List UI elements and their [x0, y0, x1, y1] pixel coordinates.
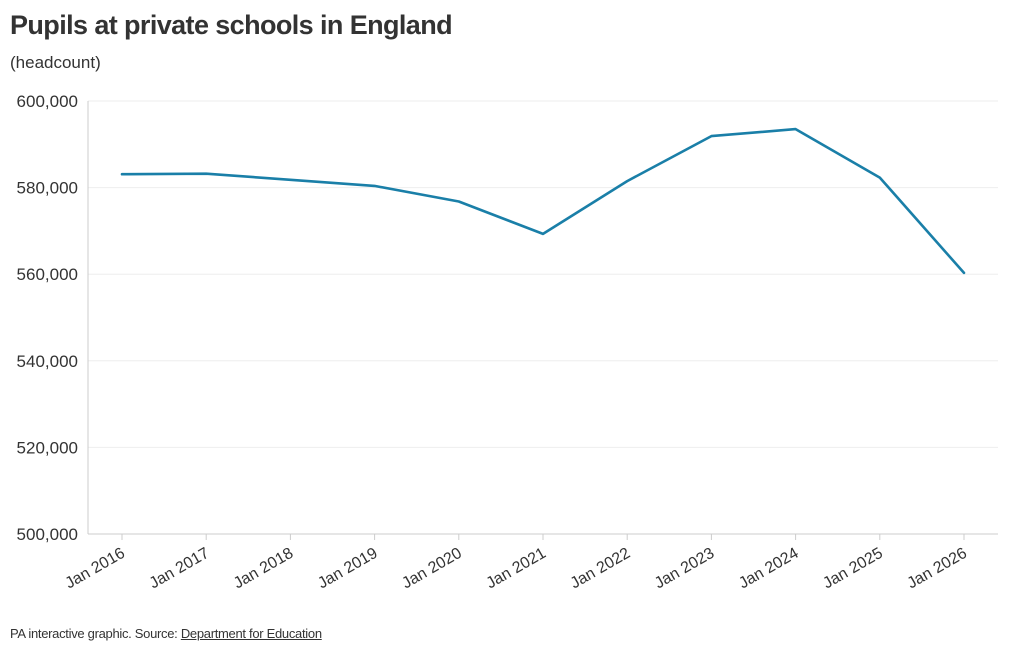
data-point [793, 126, 799, 132]
data-point [540, 231, 546, 237]
footer-credit: PA interactive graphic. Source: Departme… [10, 626, 322, 641]
y-tick-label: 540,000 [17, 352, 78, 371]
data-point [287, 177, 293, 183]
x-axis: Jan 2016 Jan 2017 Jan 2018 Jan 2019 Jan 2020… [62, 533, 998, 593]
x-tick-label: Jan 2026 [904, 545, 970, 593]
x-tick-label: Jan 2025 [820, 545, 886, 593]
x-tick-label: Jan 2020 [399, 545, 465, 593]
y-tick-label: 500,000 [17, 525, 78, 544]
x-tick-label: Jan 2022 [568, 545, 634, 593]
chart-subtitle: (headcount) [10, 53, 101, 72]
data-point [203, 171, 209, 177]
series-line [120, 127, 966, 275]
gridlines [88, 100, 998, 448]
x-tick-label: Jan 2024 [736, 545, 802, 593]
chart-title: Pupils at private schools in England [10, 10, 453, 40]
data-point [624, 178, 630, 184]
x-tick-label: Jan 2017 [147, 545, 213, 593]
x-tick-label: Jan 2021 [483, 545, 549, 593]
line-chart: 500,000 520,000 540,000 560,000 580,000 600,0… [17, 92, 998, 593]
data-point [961, 270, 967, 276]
data-point [708, 133, 714, 139]
x-tick-label: Jan 2016 [62, 545, 128, 593]
footer-source-prefix: PA interactive graphic. Source: [10, 626, 181, 641]
series-layer [119, 126, 967, 276]
y-tick-label: 520,000 [17, 438, 78, 457]
data-point [372, 183, 378, 189]
data-point [119, 171, 125, 177]
y-tick-label: 560,000 [17, 265, 78, 284]
data-point [877, 175, 883, 181]
source-link[interactable]: Department for Education [180, 626, 322, 641]
x-tick-label: Jan 2018 [231, 545, 297, 593]
y-tick-label: 580,000 [17, 179, 78, 198]
x-tick-label: Jan 2019 [315, 545, 381, 593]
x-tick-label: Jan 2023 [652, 545, 718, 593]
data-point [456, 198, 462, 204]
y-axis: 500,000 520,000 540,000 560,000 580,000 600,0… [17, 92, 89, 544]
y-tick-label: 600,000 [17, 92, 78, 111]
